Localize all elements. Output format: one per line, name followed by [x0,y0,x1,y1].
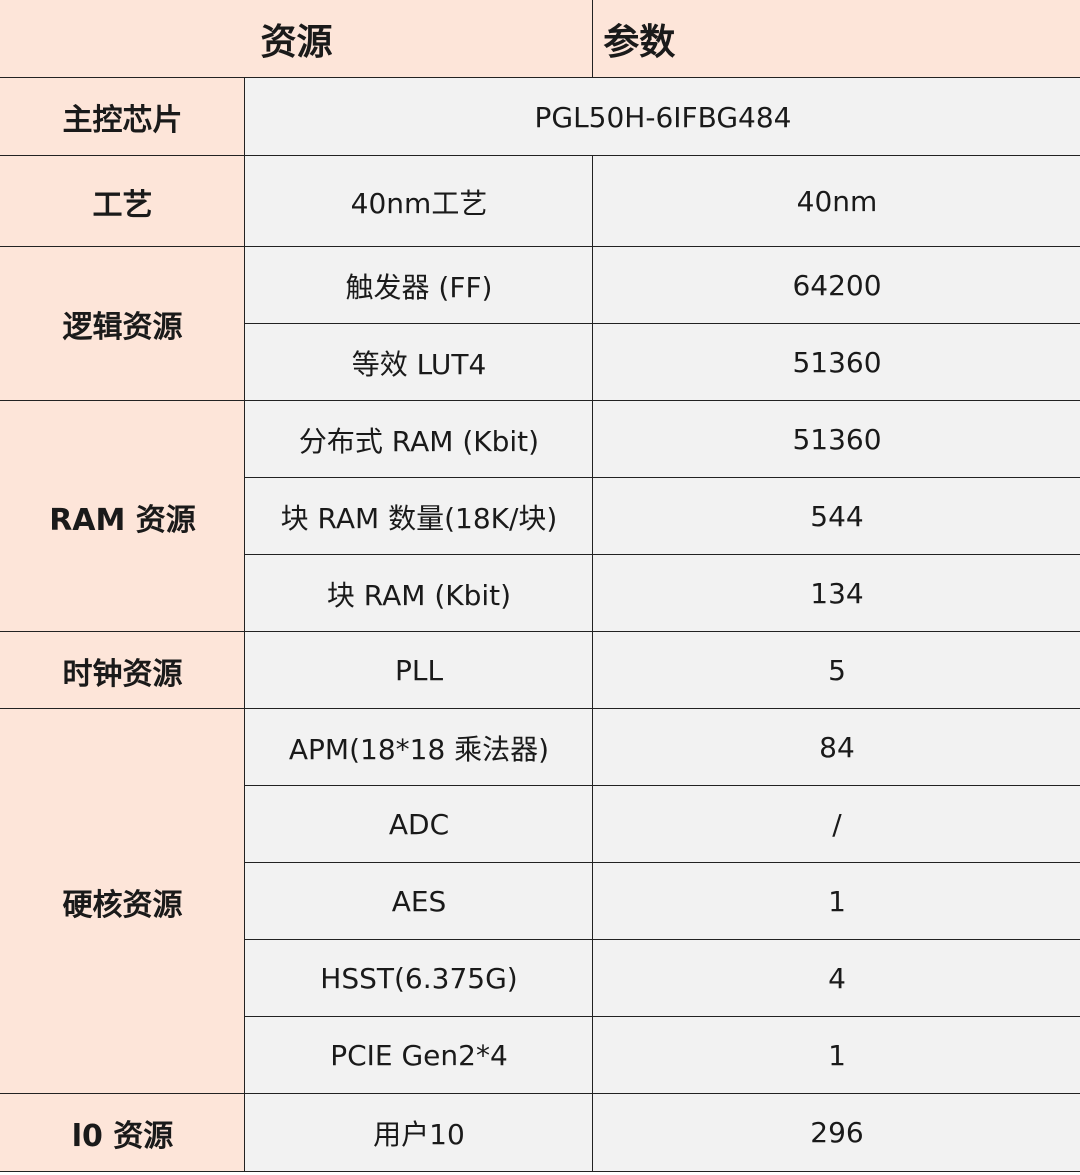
category-cell-text: 工艺 [92,187,153,223]
category-cell-text: 主控芯片 [62,103,183,138]
item-cell: 用户10 [244,1093,594,1172]
item-cell-text: 用户10 [373,1117,465,1151]
item-cell: PCIE Gen2*4 [244,1016,594,1095]
value-cell-text: 40nm [796,185,878,218]
item-cell-text: 40nm工艺 [350,186,488,220]
value-cell: PGL50H-6IFBG484 [244,77,1080,157]
value-cell-text: 84 [819,731,855,764]
item-cell: 块 RAM (Kbit) [244,554,594,633]
header-parameter: 参数 [592,0,1080,79]
value-cell: / [592,785,1080,864]
value-cell-text: 134 [810,577,864,610]
category-cell: 工艺 [0,155,246,248]
category-cell-text: 硬核资源 [62,887,183,923]
value-cell-text: / [832,808,842,841]
value-cell: 1 [592,862,1080,941]
value-cell-text: 64200 [792,269,882,302]
value-cell: 51360 [592,323,1080,402]
item-cell-text: 块 RAM 数量(18K/块) [280,501,558,535]
value-cell: 296 [592,1093,1080,1172]
category-cell: 主控芯片 [0,77,246,157]
item-cell: ADC [244,785,594,864]
value-cell: 84 [592,708,1080,787]
value-cell-text: 5 [828,654,846,687]
category-cell-text: 时钟资源 [62,656,183,692]
item-cell: 分布式 RAM (Kbit) [244,400,594,479]
value-cell-text: 296 [810,1116,864,1149]
header-parameter-text: 参数 [603,22,676,63]
value-cell: 51360 [592,400,1080,479]
item-cell: APM(18*18 乘法器) [244,708,594,787]
item-cell: AES [244,862,594,941]
value-cell: 544 [592,477,1080,556]
header-resource-text: 资源 [260,22,333,63]
item-cell-text: 触发器 (FF) [345,270,493,304]
value-cell-text: PGL50H-6IFBG484 [534,100,792,134]
item-cell-text: AES [391,885,447,918]
value-cell-text: 544 [810,500,864,533]
item-cell: HSST(6.375G) [244,939,594,1018]
category-cell: 时钟资源 [0,631,246,710]
item-cell: 触发器 (FF) [244,246,594,325]
category-cell: 逻辑资源 [0,246,246,402]
item-cell-text: HSST(6.375G) [320,962,518,995]
header-resource: 资源 [0,0,594,79]
item-cell: 块 RAM 数量(18K/块) [244,477,594,556]
value-cell: 64200 [592,246,1080,325]
item-cell-text: 块 RAM (Kbit) [326,578,512,612]
value-cell-text: 1 [828,1039,846,1072]
item-cell-text: PLL [394,654,444,687]
item-cell: 40nm工艺 [244,155,594,248]
value-cell-text: 51360 [792,423,882,456]
value-cell: 5 [592,631,1080,710]
item-cell-text: PCIE Gen2*4 [330,1039,508,1072]
value-cell-text: 4 [828,962,846,995]
item-cell: 等效 LUT4 [244,323,594,402]
category-cell: l0 资源 [0,1093,246,1172]
value-cell: 4 [592,939,1080,1018]
category-cell: 硬核资源 [0,708,246,1095]
value-cell-text: 51360 [792,346,882,379]
value-cell: 40nm [592,155,1080,248]
category-cell: RAM 资源 [0,400,246,633]
category-cell-text: l0 资源 [71,1118,174,1154]
value-cell: 134 [592,554,1080,633]
value-cell: 1 [592,1016,1080,1095]
item-cell-text: 等效 LUT4 [351,347,487,381]
category-cell-text: 逻辑资源 [62,310,183,345]
category-cell-text: RAM 资源 [49,502,196,538]
value-cell-text: 1 [828,885,846,918]
item-cell-text: APM(18*18 乘法器) [288,732,550,766]
item-cell: PLL [244,631,594,710]
item-cell-text: ADC [388,808,450,841]
item-cell-text: 分布式 RAM (Kbit) [298,424,540,458]
